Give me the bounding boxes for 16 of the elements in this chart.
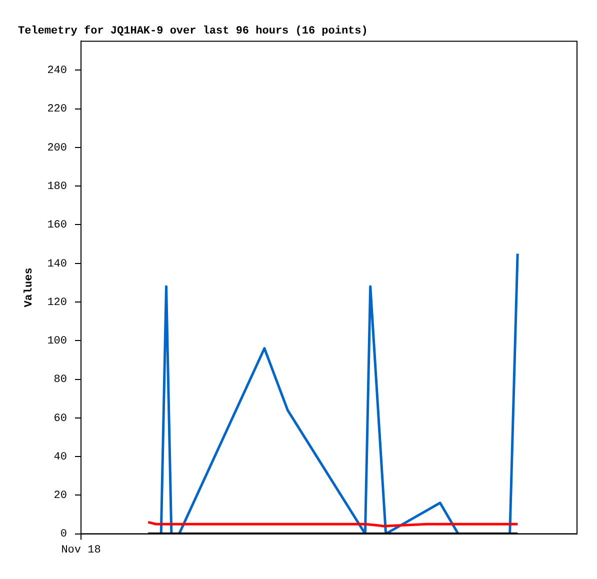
y-tick-label: 160: [47, 220, 68, 232]
y-tick-label: 240: [47, 65, 68, 78]
y-tick-label: 180: [47, 180, 68, 193]
y-tick-label: 40: [54, 451, 68, 464]
y-axis-title: Values: [23, 268, 36, 308]
y-tick-label: 100: [47, 336, 68, 348]
y-tick-label: 0: [60, 528, 68, 541]
y-tick-label: 20: [54, 490, 68, 502]
y-tick-label: 140: [47, 258, 68, 270]
chart-title: Telemetry for JQ1HAK-9 over last 96 hours (16 points): [18, 24, 368, 38]
x-tick-label: Nov 18: [61, 544, 101, 556]
y-tick-label: 60: [54, 412, 68, 425]
y-tick-label: 220: [47, 104, 68, 116]
y-tick-label: 200: [47, 142, 68, 154]
y-tick-label: 120: [47, 296, 68, 309]
y-tick-label: 80: [54, 374, 68, 386]
